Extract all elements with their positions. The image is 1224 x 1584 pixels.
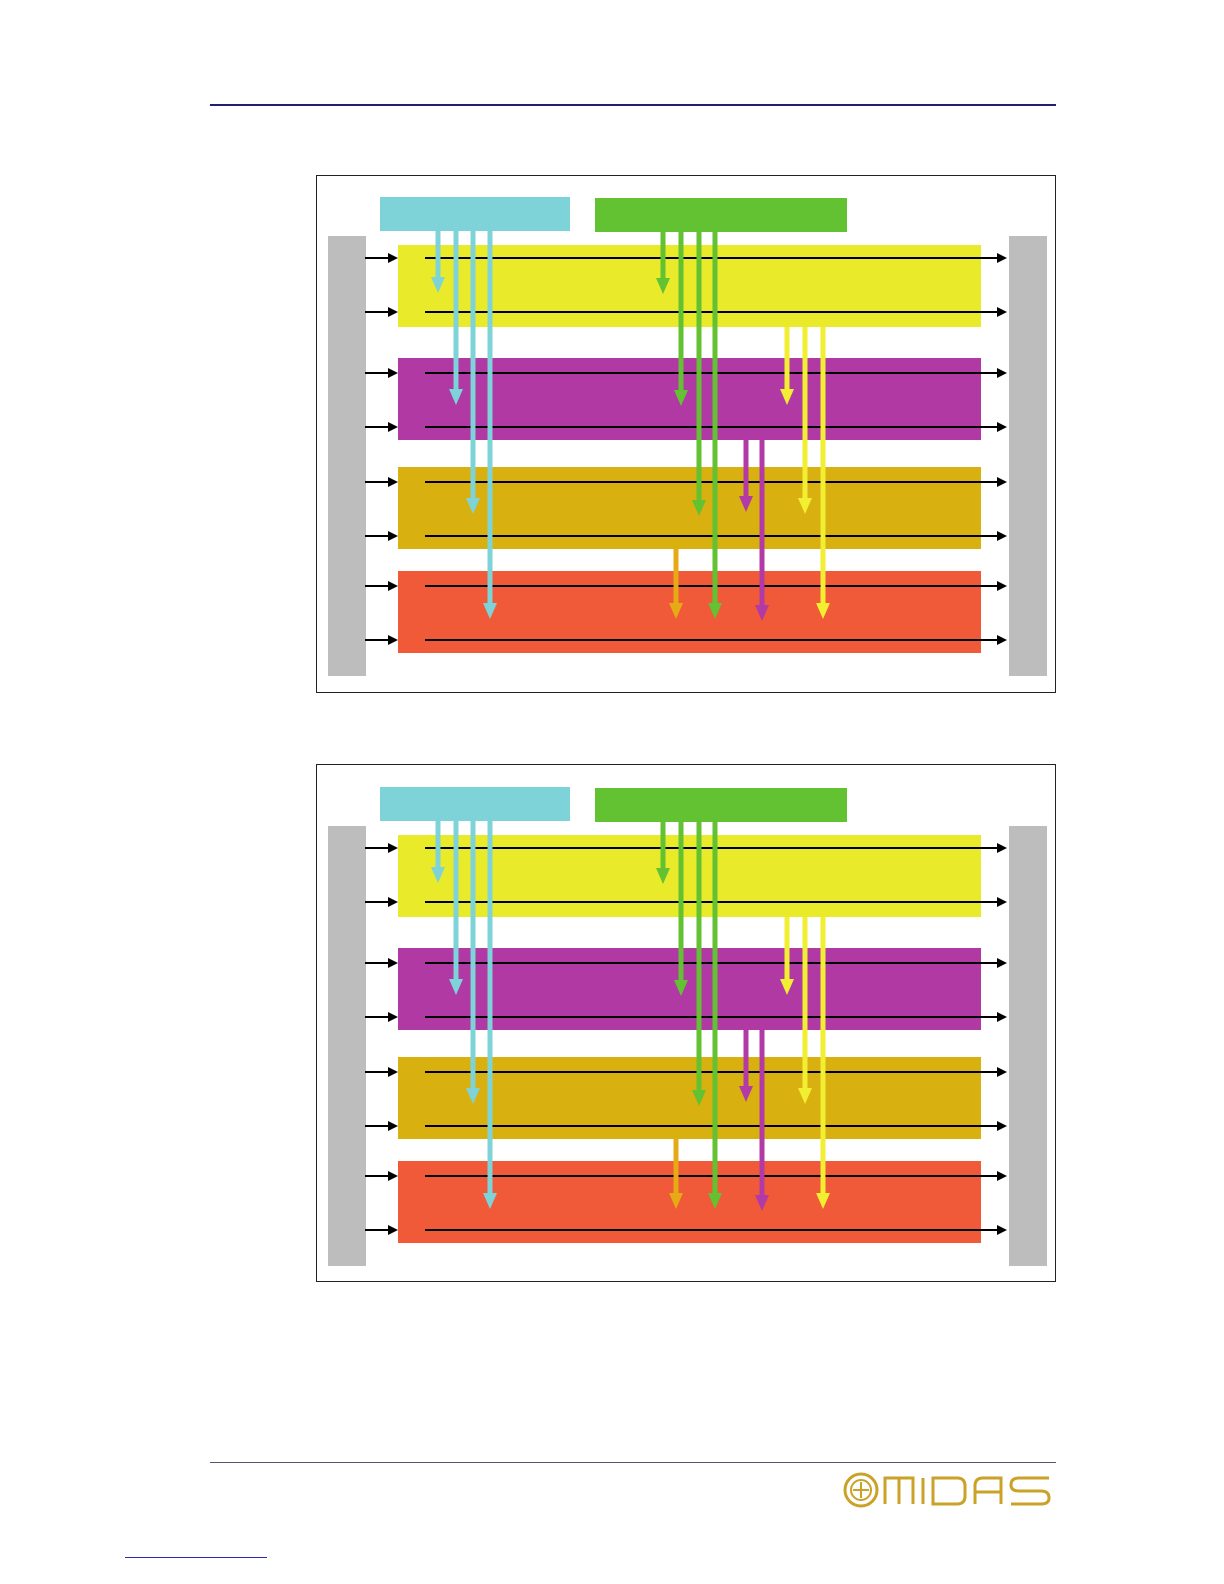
source-box-green [595, 198, 847, 232]
input-arrow-3-head [388, 958, 398, 968]
signal-line-5-head [997, 1067, 1007, 1077]
signal-line-3-head [997, 958, 1007, 968]
signal-line-5-head [997, 477, 1007, 487]
yellow-drop-3-head [816, 603, 830, 619]
signal-line-6-head [997, 531, 1007, 541]
input-arrow-8-head [388, 1225, 398, 1235]
signal-line-4-head [997, 1012, 1007, 1022]
signal-line-8-head [997, 1225, 1007, 1235]
midas-logo [843, 1468, 1059, 1512]
cyan-drop-3-head [466, 498, 480, 514]
input-bar-left [328, 236, 366, 676]
gold-drop-1-head [669, 603, 683, 619]
signal-line-7-head [997, 1171, 1007, 1181]
signal-line-4-head [997, 422, 1007, 432]
cyan-drop-2-head [449, 389, 463, 405]
signal-line-2-head [997, 897, 1007, 907]
signal-line-1-head [997, 253, 1007, 263]
magenta-drop-1-head [739, 1086, 753, 1102]
cyan-drop-4-head [483, 603, 497, 619]
green-drop-3-head [692, 1090, 706, 1106]
green-drop-4-head [708, 603, 722, 619]
input-bar-left [328, 826, 366, 1266]
input-arrow-2-head [388, 307, 398, 317]
input-arrow-8-head [388, 635, 398, 645]
input-arrow-5-head [388, 1067, 398, 1077]
output-bar-right [1009, 826, 1047, 1266]
yellow-drop-1-head [780, 979, 794, 995]
cyan-drop-1-head [431, 277, 445, 293]
input-arrow-4-head [388, 1012, 398, 1022]
cyan-drop-3-head [466, 1088, 480, 1104]
cyan-drop-2-head [449, 979, 463, 995]
routing-svg-top [328, 197, 1047, 676]
footer-link-underline[interactable] [125, 1557, 267, 1558]
midas-wordmark [883, 1476, 1051, 1506]
green-drop-4-head [708, 1193, 722, 1209]
yellow-drop-2-head [798, 498, 812, 514]
source-box-green [595, 788, 847, 822]
input-arrow-6-head [388, 1121, 398, 1131]
signal-line-7-head [997, 581, 1007, 591]
input-arrow-1-head [388, 843, 398, 853]
input-arrow-3-head [388, 368, 398, 378]
input-arrow-1-head [388, 253, 398, 263]
midas-logo-svg [843, 1472, 1051, 1508]
signal-line-6-head [997, 1121, 1007, 1131]
signal-line-1-head [997, 843, 1007, 853]
footer-rule [210, 1462, 1056, 1463]
midas-emblem-icon [843, 1472, 879, 1508]
green-drop-2-head [674, 390, 688, 406]
gold-drop-1-head [669, 1193, 683, 1209]
input-arrow-5-head [388, 477, 398, 487]
green-drop-1-head [656, 868, 670, 884]
green-drop-1-head [656, 278, 670, 294]
yellow-drop-3-head [816, 1193, 830, 1209]
input-arrow-7-head [388, 581, 398, 591]
signal-line-3-head [997, 368, 1007, 378]
signal-routing-diagram-top [316, 175, 1056, 693]
input-arrow-6-head [388, 531, 398, 541]
input-arrow-7-head [388, 1171, 398, 1181]
magenta-drop-2-head [755, 605, 769, 621]
header-rule [210, 104, 1056, 106]
yellow-drop-1-head [780, 389, 794, 405]
routing-svg-bottom [328, 787, 1047, 1266]
output-bar-right [1009, 236, 1047, 676]
signal-routing-diagram-bottom [316, 764, 1056, 1282]
signal-line-8-head [997, 635, 1007, 645]
cyan-drop-4-head [483, 1193, 497, 1209]
source-box-cyan [380, 787, 570, 821]
cyan-drop-1-head [431, 867, 445, 883]
input-arrow-4-head [388, 422, 398, 432]
green-drop-3-head [692, 500, 706, 516]
source-box-cyan [380, 197, 570, 231]
magenta-drop-2-head [755, 1195, 769, 1211]
yellow-drop-2-head [798, 1088, 812, 1104]
input-arrow-2-head [388, 897, 398, 907]
green-drop-2-head [674, 980, 688, 996]
signal-line-2-head [997, 307, 1007, 317]
magenta-drop-1-head [739, 496, 753, 512]
